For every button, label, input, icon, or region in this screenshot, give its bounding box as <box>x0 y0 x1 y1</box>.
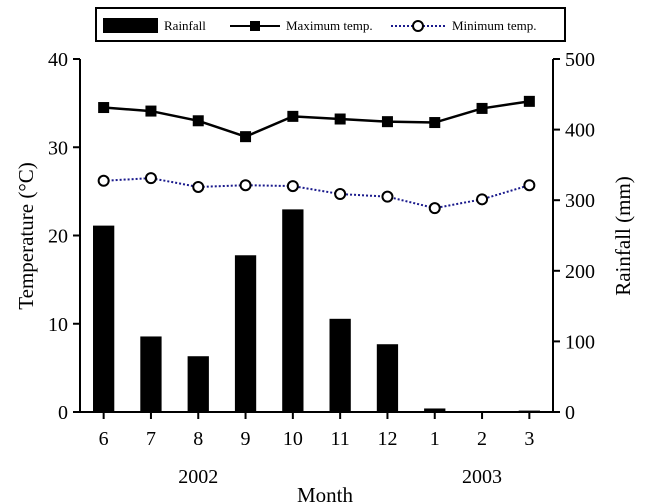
right-tick-label: 400 <box>565 120 595 142</box>
rainfall-bar <box>93 225 115 412</box>
left-tick-label: 10 <box>48 314 68 336</box>
max-temp-point <box>523 95 535 107</box>
right-tick-label: 0 <box>565 402 575 424</box>
rainfall-bar <box>376 344 399 412</box>
year-label: 2003 <box>462 466 502 488</box>
right-tick-label: 200 <box>565 261 595 283</box>
rainfall-bar <box>329 318 351 412</box>
max-temp-point <box>381 116 393 128</box>
legend: Rainfall Maximum temp. Minimum temp. <box>95 7 566 42</box>
year-label: 2002 <box>178 466 218 488</box>
rainfall-bar <box>234 255 257 412</box>
min-temp-point <box>523 179 536 192</box>
rainfall-bar <box>140 336 162 412</box>
axes <box>73 58 560 419</box>
max-temp-point <box>145 105 157 117</box>
min-temp-point <box>476 193 489 206</box>
max-temp-point <box>334 113 346 125</box>
min-temp-point <box>286 180 299 193</box>
left-tick-label: 20 <box>48 226 68 248</box>
right-tick-label: 300 <box>565 190 595 212</box>
x-tick-label: 11 <box>331 428 350 450</box>
right-tick-label: 500 <box>565 49 595 71</box>
max-temp-point <box>192 115 204 127</box>
right-tick-label: 100 <box>565 331 595 353</box>
rainfall-bars <box>93 209 540 412</box>
x-tick-label: 7 <box>146 428 156 450</box>
left-axis-title: Temperature (°C) <box>14 162 38 309</box>
legend-max-temp-label: Maximum temp. <box>286 18 373 33</box>
legend-box <box>95 7 566 42</box>
x-tick-label: 8 <box>193 428 203 450</box>
x-tick-label: 2 <box>477 428 487 450</box>
x-tick-label: 6 <box>99 428 109 450</box>
left-tick-label: 0 <box>58 402 68 424</box>
max-temp-point <box>287 110 299 122</box>
legend-min-temp-label: Minimum temp. <box>452 18 537 33</box>
rainfall-bar <box>187 356 209 412</box>
x-tick-label: 9 <box>241 428 251 450</box>
min-temp-point <box>381 190 394 203</box>
max-temp-point <box>476 102 488 114</box>
max-temp-point <box>240 131 252 143</box>
rainfall-bar <box>424 408 446 412</box>
min-temp-point <box>334 188 347 201</box>
x-axis-title: Month <box>297 483 354 504</box>
left-tick-label: 40 <box>48 49 68 71</box>
legend-min-temp-marker <box>412 20 424 32</box>
left-tick-label: 30 <box>48 137 68 159</box>
legend-rainfall-label: Rainfall <box>164 18 206 33</box>
max-temp-point <box>98 102 110 114</box>
min-temp-point <box>192 180 205 193</box>
legend-rainfall-swatch <box>103 18 158 33</box>
legend-max-temp-marker <box>250 21 260 31</box>
temperature-lines <box>97 95 536 215</box>
x-tick-label: 10 <box>283 428 303 450</box>
min-temp-point <box>239 179 252 192</box>
min-temp-line <box>103 177 530 210</box>
x-tick-label: 3 <box>524 428 534 450</box>
min-temp-point <box>144 172 157 185</box>
rainfall-bar <box>282 209 304 412</box>
min-temp-point <box>97 174 110 187</box>
x-tick-label: 12 <box>377 428 397 450</box>
max-temp-line <box>103 100 530 138</box>
min-temp-point <box>428 202 441 215</box>
right-axis-title: Rainfall (mm) <box>611 176 635 296</box>
x-tick-label: 1 <box>430 428 440 450</box>
max-temp-point <box>429 117 441 129</box>
